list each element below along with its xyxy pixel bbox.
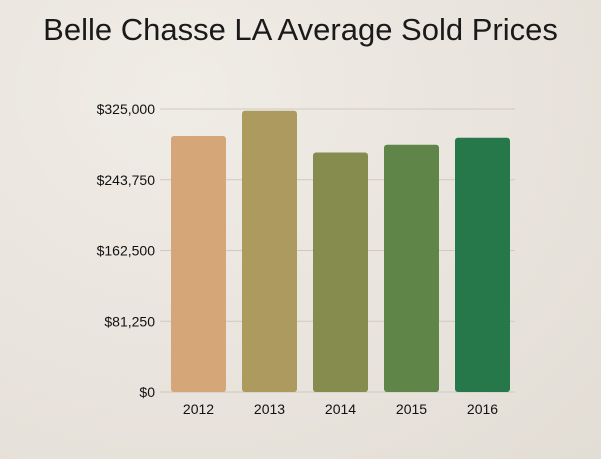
y-tick-label: $162,500: [97, 243, 156, 259]
y-axis-tick-labels: $0 $81,250 $162,500 $243,750 $325,000: [97, 101, 156, 400]
y-tick-label: $81,250: [104, 313, 155, 329]
bar-2016: [455, 137, 510, 392]
bar-2013: [242, 110, 297, 392]
y-tick-label: $0: [139, 384, 155, 400]
chart-title: Belle Chasse LA Average Sold Prices: [43, 12, 558, 47]
y-tick-label: $325,000: [97, 101, 156, 117]
bar-2015: [384, 144, 439, 392]
x-tick-label: 2012: [183, 401, 214, 417]
bar-2012: [171, 135, 226, 393]
x-tick-label: 2016: [467, 401, 498, 417]
x-tick-label: 2015: [396, 401, 427, 417]
bars: [171, 110, 510, 393]
y-tick-label: $243,750: [97, 172, 156, 188]
bar-2014: [313, 152, 368, 392]
x-tick-label: 2014: [325, 401, 356, 417]
x-axis-tick-labels: 2012 2013 2014 2015 2016: [183, 401, 498, 417]
x-tick-label: 2013: [254, 401, 285, 417]
